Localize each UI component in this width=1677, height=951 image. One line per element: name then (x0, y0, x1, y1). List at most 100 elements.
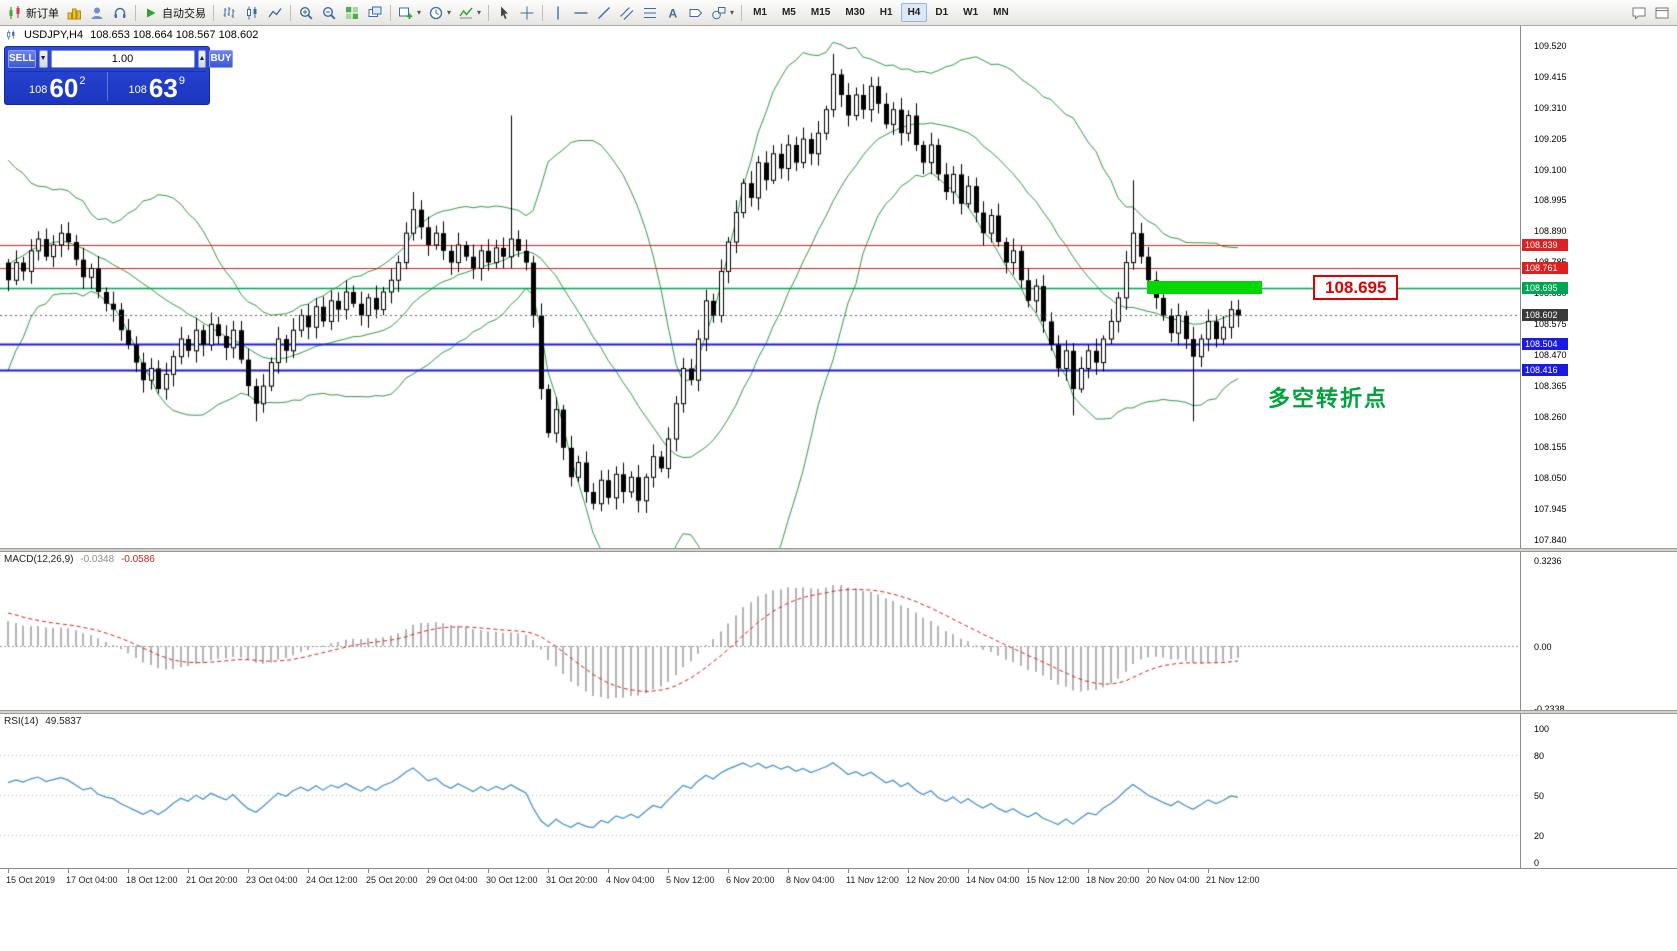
profile-button[interactable] (86, 2, 108, 23)
buy-price[interactable]: 108 63 9 (106, 72, 207, 101)
chat-button[interactable] (1628, 2, 1650, 23)
rsi-panel: RSI(14) 49.5837 (0, 714, 1520, 868)
line-chart-icon (267, 5, 283, 21)
time-axis-label: 17 Oct 04:00 (66, 875, 118, 885)
time-axis-label: 11 Nov 12:00 (846, 875, 899, 885)
new-order-button[interactable]: 新订单 (4, 2, 62, 23)
time-axis-label: 4 Nov 04:00 (606, 875, 655, 885)
price-callout-label[interactable]: 108.695 (1313, 275, 1399, 300)
time-axis-label: 21 Oct 20:00 (186, 875, 238, 885)
chevron-down-icon[interactable]: ▾ (447, 8, 452, 17)
chart-note-text[interactable]: 多空转折点 (1268, 386, 1389, 411)
time-axis-tick (1088, 869, 1089, 873)
time-axis-label: 12 Nov 20:00 (906, 875, 960, 885)
buy-price-prefix: 108 (128, 84, 147, 96)
tile-windows-icon (344, 5, 360, 21)
time-axis-tick (488, 869, 489, 873)
sell-price-prefix: 108 (29, 84, 48, 96)
timeframe-m5-button[interactable]: M5 (781, 7, 796, 18)
timeframe-d1-button[interactable]: D1 (935, 7, 949, 18)
timeframe-h4-button[interactable]: H4 (900, 3, 928, 22)
chevron-down-icon[interactable]: ▾ (730, 8, 735, 17)
shapes-button[interactable]: ▾ (708, 2, 737, 23)
bar-chart-button[interactable] (218, 2, 240, 23)
time-axis-label: 31 Oct 20:00 (546, 875, 598, 885)
volume-up-icon: ▲ (198, 55, 206, 62)
price-axis-label: 108.050 (1534, 473, 1567, 484)
rsi-axis-label: 0 (1534, 858, 1540, 868)
line-chart-button[interactable] (264, 2, 286, 23)
support-icon (112, 5, 128, 21)
support-button[interactable] (109, 2, 131, 23)
time-axis[interactable]: 15 Oct 2019 17 Oct 04:00 18 Oct 12:00 21 Oc… (0, 868, 1677, 890)
chat-icon (1631, 5, 1647, 21)
zoom-in-button[interactable] (295, 2, 317, 23)
time-axis-label: 15 Nov 12:00 (1026, 875, 1080, 885)
time-axis-label: 25 Oct 20:00 (366, 875, 418, 885)
arrow-label-button[interactable] (685, 2, 707, 23)
fibonacci-button[interactable] (639, 2, 661, 23)
candlestick-chart-button[interactable] (241, 2, 263, 23)
panel-divider[interactable] (0, 710, 1677, 714)
timeframe-mn-button[interactable]: MN (993, 7, 1009, 18)
toolbar-separator (741, 4, 743, 21)
price-tag-108.695: 108.695 (1522, 281, 1568, 294)
price-axis[interactable]: 109.520 109.415 109.310 109.205 109.100 108.9… (1520, 26, 1677, 548)
time-axis-label: 30 Oct 12:00 (486, 875, 538, 885)
buy-button[interactable]: BUY (209, 50, 233, 68)
macd-value-main: -0.0348 (80, 554, 115, 565)
timeframe-m30-button[interactable]: M30 (845, 7, 865, 18)
macd-axis[interactable]: 0.3236 0.00 -0.2338 (1520, 552, 1677, 714)
periods-button[interactable]: ▾ (425, 2, 454, 23)
volume-increase-button[interactable]: ▲ (197, 50, 207, 68)
macd-chart[interactable] (0, 552, 1520, 710)
sell-price[interactable]: 108 60 2 (8, 72, 107, 101)
main-chart[interactable] (0, 26, 1520, 548)
cascade-windows-icon (367, 5, 383, 21)
panel-divider[interactable] (0, 548, 1677, 552)
price-axis-label: 109.205 (1534, 133, 1567, 144)
auto-trading-button[interactable]: 自动交易 (140, 2, 209, 23)
volume-input[interactable] (50, 50, 195, 68)
timeframe-m1-button[interactable]: M1 (753, 7, 767, 18)
chart-window-icon (5, 29, 17, 41)
timeframe-h1-button[interactable]: H1 (879, 7, 893, 18)
main-chart-panel: USDJPY,H4 108.653 108.664 108.567 108.60… (0, 26, 1520, 548)
profile-icon (89, 5, 105, 21)
price-axis-label: 107.945 (1534, 504, 1567, 515)
equidistant-channel-button[interactable] (616, 2, 638, 23)
highlight-rectangle[interactable] (1147, 281, 1262, 295)
trendline-button[interactable] (593, 2, 615, 23)
cursor-icon (496, 5, 512, 21)
zoom-out-button[interactable] (318, 2, 340, 23)
macd-axis-label: -0.2338 (1534, 704, 1565, 714)
chevron-down-icon[interactable]: ▾ (477, 8, 482, 17)
timeframe-w1-button[interactable]: W1 (963, 7, 979, 18)
shapes-icon (711, 5, 727, 21)
vertical-line-button[interactable] (547, 2, 569, 23)
layout-button[interactable] (1651, 2, 1673, 23)
cursor-button[interactable] (493, 2, 515, 23)
rsi-name: RSI(14) (4, 716, 39, 727)
crosshair-button[interactable] (516, 2, 538, 23)
indicators-button[interactable]: ▾ (455, 2, 484, 23)
sell-price-big: 60 (49, 72, 79, 103)
timeframe-m15-button[interactable]: M15 (810, 7, 831, 18)
time-axis-label: 21 Nov 12:00 (1206, 875, 1260, 885)
chevron-down-icon[interactable]: ▾ (417, 8, 422, 17)
volume-decrease-button[interactable]: ▼ (38, 50, 48, 68)
text-button[interactable]: A (662, 2, 684, 23)
charts-button[interactable] (63, 2, 85, 23)
tile-windows-button[interactable] (341, 2, 363, 23)
time-axis-tick (248, 869, 249, 873)
trendline-icon (596, 5, 612, 21)
rsi-axis[interactable]: 100 80 50 20 0 (1520, 714, 1677, 868)
horizontal-line-button[interactable] (570, 2, 592, 23)
rsi-chart[interactable] (0, 714, 1520, 868)
sell-button[interactable]: SELL (8, 50, 36, 68)
new-chart-button[interactable]: ▾ (395, 2, 424, 23)
one-click-trading-panel: SELL ▼ ▲ BUY 108 60 2 108 63 9 (4, 46, 233, 105)
cascade-windows-button[interactable] (364, 2, 386, 23)
vertical-line-icon (550, 5, 566, 21)
macd-axis-label: 0.3236 (1534, 556, 1562, 566)
